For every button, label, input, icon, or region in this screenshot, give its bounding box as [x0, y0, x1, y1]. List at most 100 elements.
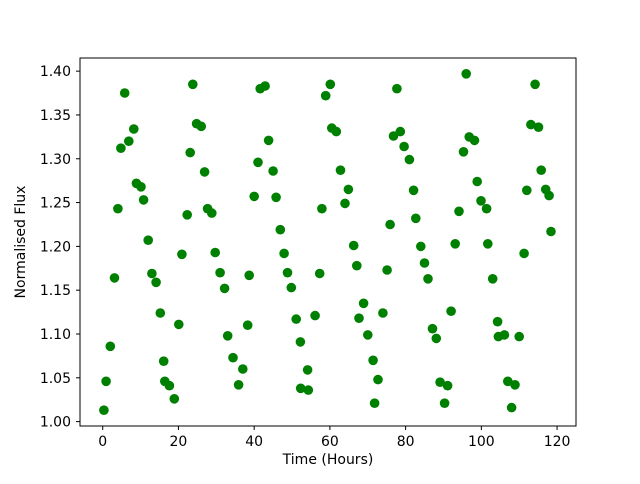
data-point — [124, 136, 134, 146]
data-point — [185, 147, 195, 158]
data-point — [164, 380, 175, 391]
data-point — [519, 248, 529, 259]
x-tick-label: 20 — [170, 434, 188, 450]
data-point — [427, 323, 438, 334]
data-point — [119, 88, 130, 98]
data-point — [472, 176, 483, 187]
data-point — [286, 282, 297, 293]
data-point — [320, 90, 331, 101]
data-point — [510, 380, 520, 390]
data-point — [408, 185, 419, 196]
scatter-points — [99, 69, 556, 416]
data-point — [469, 135, 480, 146]
data-point — [182, 210, 192, 220]
y-tick-label: 1.10 — [40, 327, 71, 343]
data-point — [210, 247, 220, 258]
x-tick-label: 80 — [397, 434, 415, 450]
data-point — [454, 206, 464, 217]
data-point — [411, 213, 421, 224]
data-point — [155, 308, 166, 318]
data-point — [151, 277, 161, 288]
x-axis-label: Time (Hours) — [282, 452, 374, 468]
data-point — [416, 241, 426, 252]
x-tick-label: 40 — [245, 434, 263, 450]
data-point — [514, 331, 524, 342]
data-point — [492, 316, 503, 327]
data-point — [105, 341, 116, 352]
data-point — [450, 239, 461, 249]
x-axis-ticks: 0 20 40 60 80 100 120 — [98, 426, 570, 450]
x-tick-label: 100 — [468, 434, 495, 450]
y-tick-label: 1.05 — [40, 371, 71, 387]
data-point — [147, 268, 157, 279]
data-point — [268, 166, 278, 176]
data-point — [331, 126, 342, 137]
data-point — [143, 235, 153, 245]
data-point — [260, 81, 270, 91]
data-point — [325, 79, 336, 90]
data-point — [295, 383, 306, 394]
data-point — [188, 79, 198, 90]
data-point — [544, 190, 554, 201]
data-point — [530, 79, 540, 90]
data-point — [354, 313, 364, 324]
data-point — [368, 355, 378, 366]
data-point — [291, 314, 302, 324]
data-point — [404, 154, 415, 165]
data-point — [446, 306, 456, 317]
axes-spines — [79, 57, 577, 427]
data-point — [363, 330, 373, 340]
data-point — [487, 274, 498, 284]
data-point — [228, 352, 238, 363]
y-tick-label: 1.00 — [40, 415, 71, 431]
data-point — [431, 333, 442, 344]
data-point — [373, 374, 383, 385]
data-point — [358, 298, 369, 309]
x-tick-label: 120 — [544, 434, 571, 450]
data-point — [419, 258, 430, 268]
data-point — [207, 208, 217, 218]
y-tick-label: 1.20 — [40, 239, 71, 255]
data-point — [253, 157, 263, 168]
data-point — [340, 198, 350, 209]
data-point — [233, 380, 244, 390]
data-point — [101, 376, 111, 387]
data-point — [546, 226, 556, 237]
data-point — [435, 377, 445, 388]
data-point — [522, 185, 532, 196]
x-tick-label: 60 — [321, 434, 339, 450]
data-point — [199, 167, 210, 177]
y-axis-ticks: 1.00 1.05 1.10 1.15 1.20 1.25 1.30 1.35 1.40 — [40, 64, 80, 431]
data-point — [499, 330, 510, 340]
plot-area — [80, 58, 576, 426]
data-point — [249, 191, 259, 202]
y-axis-label: Normalised Flux — [13, 186, 29, 299]
data-point — [263, 135, 274, 146]
data-point — [109, 273, 120, 283]
y-tick-label: 1.30 — [40, 152, 71, 168]
data-point — [310, 310, 320, 321]
data-point — [242, 320, 253, 331]
data-point — [526, 119, 536, 130]
data-point — [533, 122, 544, 132]
data-point — [303, 385, 314, 395]
data-point — [222, 331, 233, 341]
data-point — [461, 69, 472, 79]
data-point — [129, 124, 139, 134]
data-point — [392, 83, 402, 94]
data-point — [442, 380, 453, 391]
data-point — [476, 196, 486, 206]
y-tick-label: 1.15 — [40, 283, 71, 299]
data-point — [138, 195, 149, 205]
data-point — [388, 131, 399, 141]
data-point — [282, 267, 293, 278]
data-point — [506, 402, 517, 413]
data-point — [295, 337, 306, 347]
data-point — [271, 192, 281, 203]
y-tick-label: 1.25 — [40, 196, 71, 212]
data-point — [399, 141, 409, 152]
data-point — [158, 356, 169, 367]
data-point — [378, 308, 388, 318]
